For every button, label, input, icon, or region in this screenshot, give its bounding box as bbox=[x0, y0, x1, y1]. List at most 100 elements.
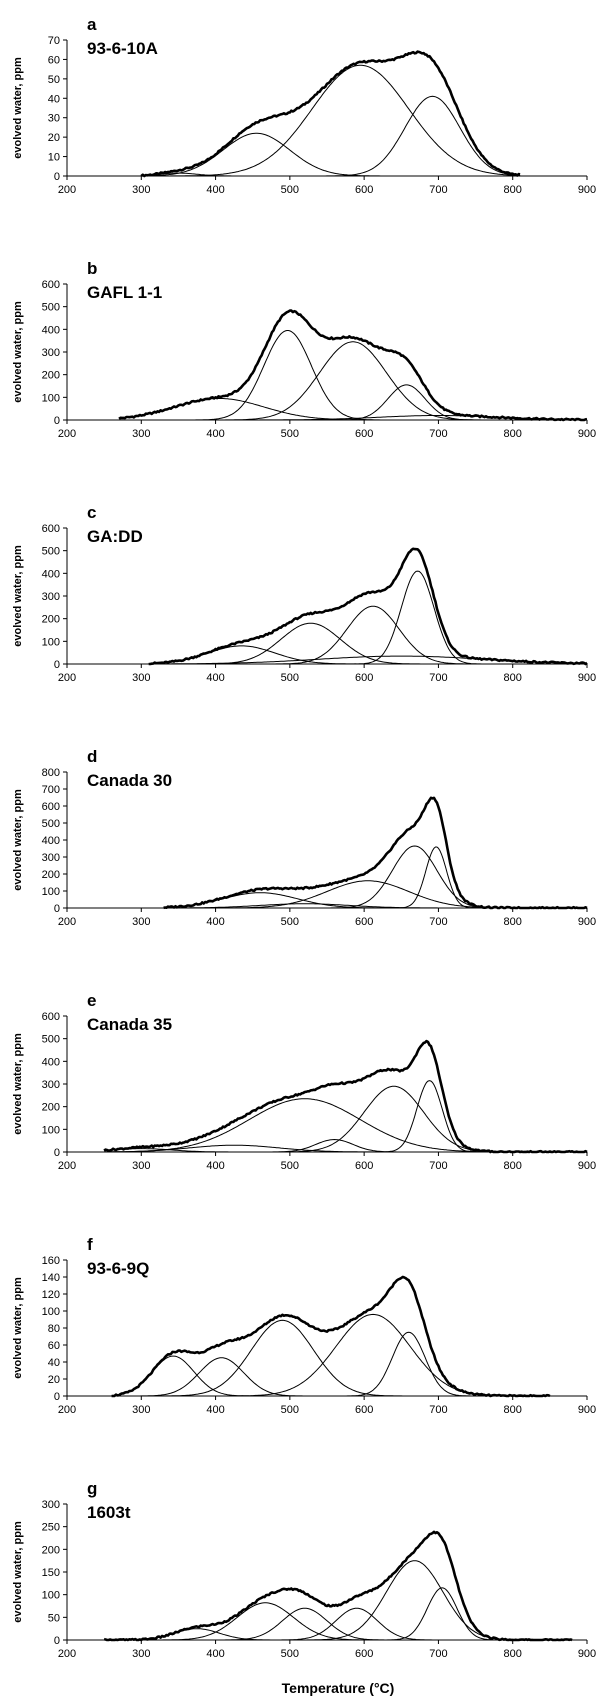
x-tick-label: 700 bbox=[429, 672, 447, 684]
y-tick-label: 150 bbox=[42, 1567, 60, 1579]
x-tick-label: 600 bbox=[355, 428, 373, 440]
y-tick-label: 80 bbox=[48, 1323, 60, 1335]
y-axis-label: evolved water, ppm bbox=[12, 789, 24, 891]
y-tick-label: 250 bbox=[42, 1522, 60, 1534]
x-tick-label: 900 bbox=[578, 184, 596, 196]
x-tick-label: 300 bbox=[132, 672, 150, 684]
x-tick-label: 300 bbox=[132, 916, 150, 928]
sample-name: Canada 30 bbox=[87, 771, 172, 790]
x-tick-label: 400 bbox=[206, 672, 224, 684]
y-tick-label: 40 bbox=[48, 1357, 60, 1369]
x-tick-label: 400 bbox=[206, 184, 224, 196]
sample-name: 1603t bbox=[87, 1503, 131, 1522]
y-tick-label: 400 bbox=[42, 568, 60, 580]
panel-b: b GAFL 1-1 evolved water, ppm 0 100 200 300 400… bbox=[12, 259, 596, 440]
component-curve-4 bbox=[141, 95, 521, 177]
y-axis-label: evolved water, ppm bbox=[12, 1277, 24, 1379]
y-tick-label: 40 bbox=[48, 93, 60, 105]
measured-trace bbox=[103, 1039, 588, 1154]
panel-c: c GA:DD evolved water, ppm 0 100 200 300 400 500… bbox=[12, 503, 596, 684]
y-tick-label: 800 bbox=[42, 767, 60, 779]
y-tick-label: 500 bbox=[42, 1034, 60, 1046]
component-curve-5 bbox=[104, 1560, 573, 1641]
y-tick-label: 0 bbox=[54, 171, 60, 183]
component-curve-4 bbox=[111, 1313, 550, 1397]
y-tick-label: 60 bbox=[48, 54, 60, 66]
y-tick-label: 100 bbox=[42, 886, 60, 898]
y-axis-label: evolved water, ppm bbox=[12, 301, 24, 403]
y-tick-label: 60 bbox=[48, 1340, 60, 1352]
y-tick-label: 500 bbox=[42, 546, 60, 558]
x-tick-label: 400 bbox=[206, 428, 224, 440]
y-tick-label: 500 bbox=[42, 818, 60, 830]
panel-letter: e bbox=[87, 991, 96, 1010]
y-tick-label: 0 bbox=[54, 903, 60, 915]
x-tick-label: 800 bbox=[504, 1648, 522, 1660]
component-curve-3 bbox=[104, 1607, 573, 1641]
y-tick-label: 0 bbox=[54, 1391, 60, 1403]
x-tick-label: 700 bbox=[429, 1160, 447, 1172]
x-tick-label: 300 bbox=[132, 184, 150, 196]
x-tick-label: 500 bbox=[281, 672, 299, 684]
component-curve-4 bbox=[104, 1085, 587, 1153]
x-tick-label: 800 bbox=[504, 1404, 522, 1416]
y-tick-label: 300 bbox=[42, 1499, 60, 1511]
x-tick-label: 300 bbox=[132, 1648, 150, 1660]
y-tick-label: 600 bbox=[42, 523, 60, 535]
x-axis-title: Temperature (°C) bbox=[282, 1680, 395, 1696]
panel-letter: f bbox=[87, 1235, 93, 1254]
sample-name: GA:DD bbox=[87, 527, 143, 546]
x-tick-label: 200 bbox=[58, 672, 76, 684]
y-tick-label: 100 bbox=[42, 636, 60, 648]
y-tick-label: 200 bbox=[42, 370, 60, 382]
y-tick-label: 600 bbox=[42, 1011, 60, 1023]
sample-name: GAFL 1-1 bbox=[87, 283, 162, 302]
x-tick-label: 400 bbox=[206, 1404, 224, 1416]
y-axis-label: evolved water, ppm bbox=[12, 545, 24, 647]
sample-name: 93-6-10A bbox=[87, 39, 158, 58]
panel-letter: b bbox=[87, 259, 97, 278]
y-tick-label: 0 bbox=[54, 415, 60, 427]
x-tick-label: 500 bbox=[281, 1404, 299, 1416]
y-tick-label: 100 bbox=[42, 1124, 60, 1136]
panel-letter: a bbox=[87, 15, 97, 34]
y-tick-label: 10 bbox=[48, 152, 60, 164]
y-tick-label: 140 bbox=[42, 1272, 60, 1284]
x-tick-label: 200 bbox=[58, 916, 76, 928]
x-tick-label: 800 bbox=[504, 672, 522, 684]
y-tick-label: 300 bbox=[42, 591, 60, 603]
sample-name: 93-6-9Q bbox=[87, 1259, 149, 1278]
y-tick-label: 600 bbox=[42, 801, 60, 813]
y-tick-label: 200 bbox=[42, 869, 60, 881]
panel-f: f 93-6-9Q evolved water, ppm 0 20 40 60 80 100 12… bbox=[12, 1235, 596, 1416]
x-tick-label: 500 bbox=[281, 1160, 299, 1172]
panel-letter: c bbox=[87, 503, 96, 522]
x-tick-label: 600 bbox=[355, 916, 373, 928]
y-axis-label: evolved water, ppm bbox=[12, 1521, 24, 1623]
measured-trace bbox=[163, 796, 588, 910]
component-curve-3 bbox=[141, 64, 521, 177]
y-tick-label: 700 bbox=[42, 784, 60, 796]
y-tick-label: 50 bbox=[48, 74, 60, 86]
component-curve-2 bbox=[111, 1357, 550, 1397]
x-tick-label: 200 bbox=[58, 428, 76, 440]
y-tick-label: 120 bbox=[42, 1289, 60, 1301]
x-tick-label: 700 bbox=[429, 916, 447, 928]
measured-trace bbox=[148, 547, 588, 666]
component-curve-2 bbox=[119, 330, 587, 421]
y-tick-label: 200 bbox=[42, 614, 60, 626]
y-tick-label: 500 bbox=[42, 302, 60, 314]
y-tick-label: 300 bbox=[42, 347, 60, 359]
y-axis-label: evolved water, ppm bbox=[12, 57, 24, 159]
panel-g: g 1603t evolved water, ppm 0 50 100 150 200 250 3… bbox=[12, 1479, 596, 1660]
y-axis-label: evolved water, ppm bbox=[12, 1033, 24, 1135]
x-tick-label: 300 bbox=[132, 428, 150, 440]
x-tick-label: 500 bbox=[281, 184, 299, 196]
component-curve-1 bbox=[118, 398, 587, 421]
x-tick-label: 600 bbox=[355, 1648, 373, 1660]
component-curve-3 bbox=[119, 341, 587, 421]
y-tick-label: 20 bbox=[48, 1374, 60, 1386]
x-tick-label: 400 bbox=[206, 916, 224, 928]
panel-letter: d bbox=[87, 747, 97, 766]
y-tick-label: 400 bbox=[42, 1056, 60, 1068]
